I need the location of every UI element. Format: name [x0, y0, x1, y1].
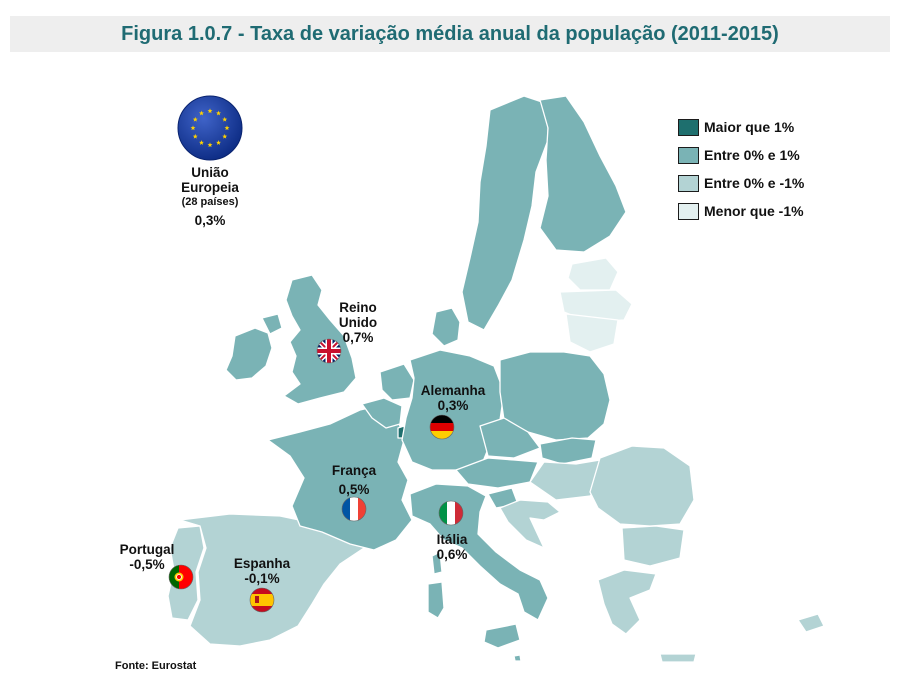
source-note: Fonte: Eurostat	[115, 660, 197, 672]
legend-swatch	[678, 146, 699, 164]
country-greece	[597, 569, 657, 635]
country-denmark	[431, 307, 461, 347]
legend-swatch	[678, 174, 699, 192]
label-alemanha-name: Alemanha	[420, 383, 486, 398]
value-italia: 0,6%	[436, 547, 468, 562]
country-finland	[539, 95, 627, 253]
legend-label: Menor que -1%	[704, 203, 804, 219]
country-france	[267, 405, 413, 551]
eu-star-icon	[222, 116, 228, 122]
eu-label-line2: Europeia	[181, 180, 239, 195]
label-italia: Itália 0,6%	[424, 532, 480, 562]
country-estonia	[567, 257, 619, 291]
country-bulgaria	[621, 525, 685, 567]
label-reino-unido: Reino Unido 0,7%	[330, 300, 386, 345]
eu-star-icon	[199, 140, 204, 145]
island-crete	[659, 653, 697, 663]
eu-star-icon	[207, 142, 213, 148]
country-northern-ireland	[261, 313, 283, 335]
portugal-flag-icon	[169, 565, 193, 589]
eu-star-icon	[216, 110, 221, 116]
eu-star-icon	[216, 140, 221, 145]
label-italia-name: Itália	[436, 532, 468, 547]
country-latvia	[559, 289, 633, 323]
eu-flag-icon	[177, 95, 243, 161]
label-reino-unido-line1: Reino	[339, 300, 377, 315]
eu-label-count: (28 países)	[181, 196, 239, 208]
label-franca: França 0,5%	[322, 463, 386, 497]
eu-star-icon	[199, 110, 204, 116]
eu-label-line1: União	[191, 165, 229, 180]
value-alemanha: 0,3%	[437, 398, 469, 413]
value-franca: 0,5%	[338, 482, 370, 497]
eu-star-icon	[192, 116, 198, 122]
country-sweden	[461, 95, 549, 331]
legend-item: Menor que -1%	[678, 200, 804, 222]
country-lithuania	[565, 313, 619, 353]
island-cyprus	[797, 613, 825, 633]
legend-label: Entre 0% e 1%	[704, 147, 800, 163]
label-espanha: Espanha -0,1%	[226, 556, 298, 586]
country-romania	[589, 445, 695, 527]
island-corsica	[431, 551, 443, 575]
country-united-kingdom	[283, 274, 357, 405]
value-portugal: -0,5%	[129, 557, 165, 572]
label-portugal: Portugal -0,5%	[112, 542, 182, 572]
legend-label: Maior que 1%	[704, 119, 795, 135]
france-flag-icon	[342, 497, 366, 521]
country-croatia	[499, 499, 561, 549]
eu-star-icon	[192, 133, 198, 139]
value-reino-unido: 0,7%	[342, 330, 374, 345]
germany-flag-icon	[430, 415, 454, 439]
legend-swatch	[678, 118, 699, 136]
country-austria	[455, 457, 539, 489]
legend-item: Entre 0% e -1%	[678, 172, 804, 194]
country-ireland	[225, 327, 273, 381]
legend-item: Maior que 1%	[678, 116, 804, 138]
eu-label: União Europeia (28 países) 0,3%	[160, 165, 260, 228]
spain-flag-icon	[250, 588, 274, 612]
value-espanha: -0,1%	[244, 571, 280, 586]
legend: Maior que 1% Entre 0% e 1% Entre 0% e -1…	[678, 116, 804, 228]
island-malta	[513, 654, 522, 662]
uk-flag-icon	[317, 339, 341, 363]
italy-flag-icon	[439, 501, 463, 525]
label-alemanha: Alemanha 0,3%	[412, 383, 494, 413]
eu-star-icon	[222, 133, 228, 139]
eu-star-icon	[190, 125, 196, 131]
eu-value: 0,3%	[194, 213, 226, 228]
figure-title: Figura 1.0.7 - Taxa de variação média an…	[121, 22, 779, 45]
eu-star-icon	[224, 125, 230, 131]
legend-item: Entre 0% e 1%	[678, 144, 804, 166]
label-espanha-name: Espanha	[233, 556, 291, 571]
island-sicily	[483, 623, 521, 649]
legend-label: Entre 0% e -1%	[704, 175, 805, 191]
eu-star-icon	[207, 108, 213, 114]
label-portugal-name: Portugal	[119, 542, 175, 557]
title-bar: Figura 1.0.7 - Taxa de variação média an…	[10, 16, 890, 52]
country-netherlands	[379, 363, 415, 401]
island-sardinia	[427, 581, 445, 619]
country-belgium	[361, 397, 403, 429]
label-franca-name: França	[331, 463, 377, 478]
country-slovakia	[539, 437, 597, 465]
legend-swatch	[678, 202, 699, 220]
label-reino-unido-line2: Unido	[338, 315, 378, 330]
